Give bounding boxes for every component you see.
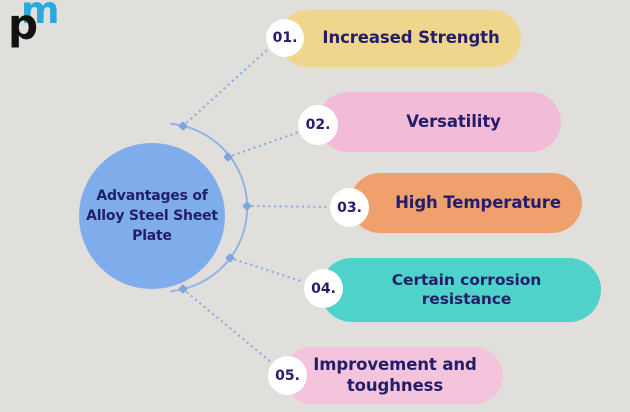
advantage-label: High Temperature — [395, 192, 561, 212]
central-topic-title-line: Alloy Steel Sheet — [86, 207, 218, 224]
advantage-pill-high-temperature: High Temperature — [350, 173, 582, 233]
arc-node-2 — [223, 152, 233, 162]
dotted-line-4 — [228, 256, 306, 284]
number-badge-02: 02. — [298, 105, 338, 145]
arc-node-3 — [242, 201, 252, 211]
arc-node-1 — [178, 121, 188, 131]
central-topic-title-line: Plate — [132, 228, 172, 245]
logo-letter-m: m — [21, 0, 60, 32]
dotted-line-5 — [181, 287, 274, 365]
arc-node-4 — [225, 253, 235, 263]
number-badge-03: 03. — [330, 188, 369, 227]
advantage-pill-increased-strength: Increased Strength — [279, 10, 521, 67]
advantage-pill-corrosion-resistance: Certain corrosion resistance — [320, 258, 601, 322]
dotted-line-2 — [226, 130, 301, 159]
advantage-pill-improvement-toughness: Improvement and toughness — [283, 347, 503, 404]
advantage-label: Improvement and toughness — [313, 354, 477, 395]
number-badge-01: 01. — [266, 19, 304, 57]
central-topic-title-line: Advantages of — [96, 187, 208, 204]
dotted-line-3 — [245, 204, 330, 209]
advantage-label: Certain corrosion resistance — [391, 270, 542, 308]
advantage-label: Increased Strength — [322, 28, 500, 48]
logo-letter-p: p — [8, 0, 39, 49]
advantage-label: Versatility — [406, 111, 501, 131]
arc-node-5 — [178, 284, 188, 294]
dotted-line-1 — [181, 47, 270, 128]
advantage-pill-versatility: Versatility — [318, 92, 561, 152]
number-badge-04: 04. — [304, 269, 343, 308]
brand-logo: m p — [8, 0, 68, 64]
number-badge-05: 05. — [268, 356, 307, 395]
central-topic-circle: Advantages of Alloy Steel Sheet Plate — [79, 143, 225, 289]
